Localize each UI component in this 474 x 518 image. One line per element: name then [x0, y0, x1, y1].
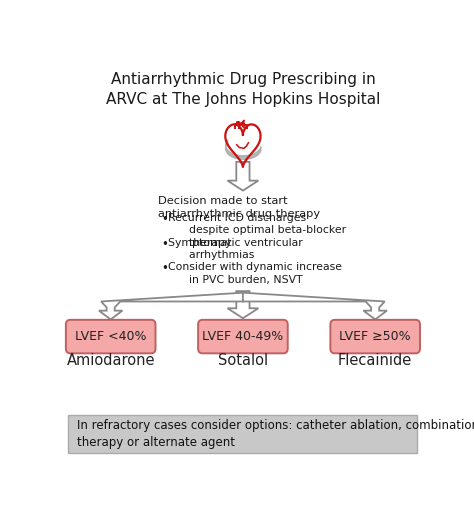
Text: LVEF 40-49%: LVEF 40-49% [202, 330, 283, 343]
Text: Symptomatic ventricular
      arrhythmias: Symptomatic ventricular arrhythmias [168, 238, 302, 260]
FancyBboxPatch shape [198, 320, 288, 353]
FancyBboxPatch shape [68, 415, 418, 453]
Text: Recurrent ICD discharges
      despite optimal beta-blocker
      therapy: Recurrent ICD discharges despite optimal… [168, 213, 346, 248]
Polygon shape [228, 162, 258, 191]
Text: Amiodarone: Amiodarone [66, 353, 155, 368]
FancyBboxPatch shape [66, 320, 155, 353]
Text: Flecainide: Flecainide [338, 353, 412, 368]
Text: •: • [161, 213, 168, 226]
Text: Antiarrhythmic Drug Prescribing in
ARVC at The Johns Hopkins Hospital: Antiarrhythmic Drug Prescribing in ARVC … [106, 72, 380, 107]
Text: LVEF ≥50%: LVEF ≥50% [339, 330, 411, 343]
Text: LVEF <40%: LVEF <40% [75, 330, 146, 343]
Text: •: • [161, 238, 168, 251]
Polygon shape [99, 293, 243, 320]
FancyBboxPatch shape [330, 320, 420, 353]
Text: In refractory cases consider options: catheter ablation, combination
therapy or : In refractory cases consider options: ca… [77, 419, 474, 449]
Text: •: • [161, 263, 168, 276]
Text: Sotalol: Sotalol [218, 353, 268, 368]
Text: Decision made to start
antiarrhythmic drug therapy: Decision made to start antiarrhythmic dr… [158, 196, 320, 219]
Polygon shape [243, 293, 387, 320]
Polygon shape [228, 291, 258, 318]
Text: Consider with dynamic increase
      in PVC burden, NSVT: Consider with dynamic increase in PVC bu… [168, 263, 342, 285]
